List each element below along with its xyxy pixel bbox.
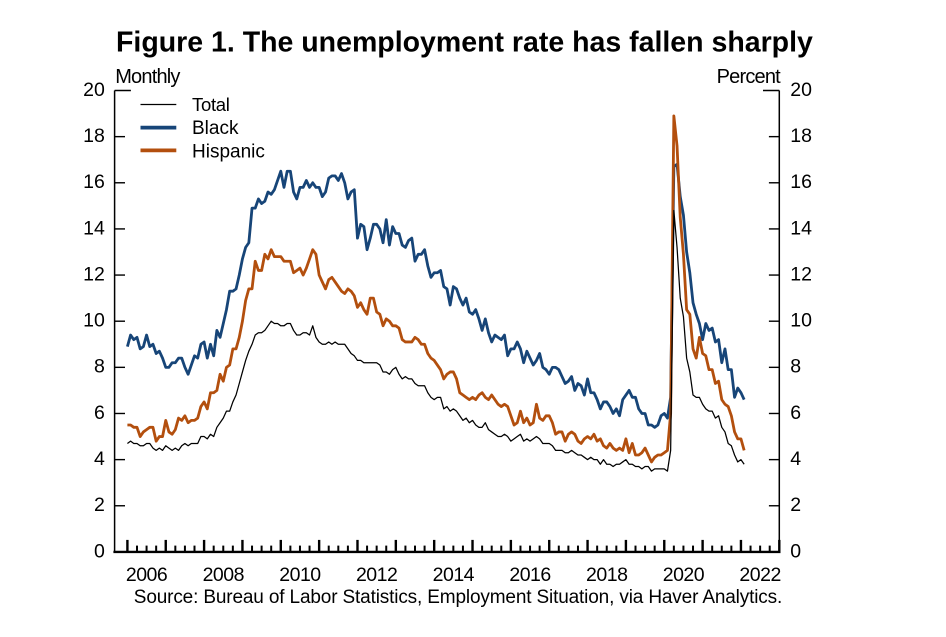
svg-text:20: 20 (83, 79, 105, 101)
svg-text:Percent: Percent (717, 66, 782, 88)
svg-text:0: 0 (94, 540, 105, 562)
svg-text:2008: 2008 (203, 564, 244, 586)
svg-text:12: 12 (83, 263, 105, 285)
svg-text:10: 10 (83, 310, 105, 332)
svg-text:16: 16 (83, 171, 105, 193)
svg-text:Source: Bureau of Labor Statis: Source: Bureau of Labor Statistics, Empl… (134, 587, 782, 608)
svg-text:4: 4 (790, 448, 801, 470)
svg-text:Monthly: Monthly (115, 66, 180, 88)
svg-text:14: 14 (83, 217, 105, 239)
svg-text:0: 0 (790, 540, 801, 562)
svg-text:2: 2 (94, 494, 105, 516)
svg-text:Hispanic: Hispanic (192, 142, 265, 163)
svg-text:2018: 2018 (586, 564, 627, 586)
svg-text:4: 4 (94, 448, 105, 470)
svg-text:8: 8 (790, 356, 801, 378)
svg-text:14: 14 (790, 217, 812, 239)
svg-text:2010: 2010 (279, 564, 321, 586)
svg-text:16: 16 (790, 171, 812, 193)
svg-text:Total: Total (192, 94, 230, 115)
svg-text:2012: 2012 (356, 564, 397, 586)
svg-text:2022: 2022 (739, 564, 780, 586)
svg-text:18: 18 (790, 125, 812, 147)
svg-text:6: 6 (790, 402, 801, 424)
svg-text:2014: 2014 (433, 564, 475, 586)
svg-text:2006: 2006 (126, 564, 167, 586)
svg-text:2: 2 (790, 494, 801, 516)
svg-text:Figure 1. The unemployment rat: Figure 1. The unemployment rate has fall… (116, 26, 813, 58)
svg-text:2020: 2020 (663, 564, 705, 586)
svg-text:18: 18 (83, 125, 105, 147)
svg-text:10: 10 (790, 310, 812, 332)
svg-text:20: 20 (790, 79, 812, 101)
svg-text:8: 8 (94, 356, 105, 378)
svg-text:2016: 2016 (509, 564, 550, 586)
svg-text:6: 6 (94, 402, 105, 424)
svg-text:Black: Black (192, 118, 239, 139)
svg-text:12: 12 (790, 263, 812, 285)
